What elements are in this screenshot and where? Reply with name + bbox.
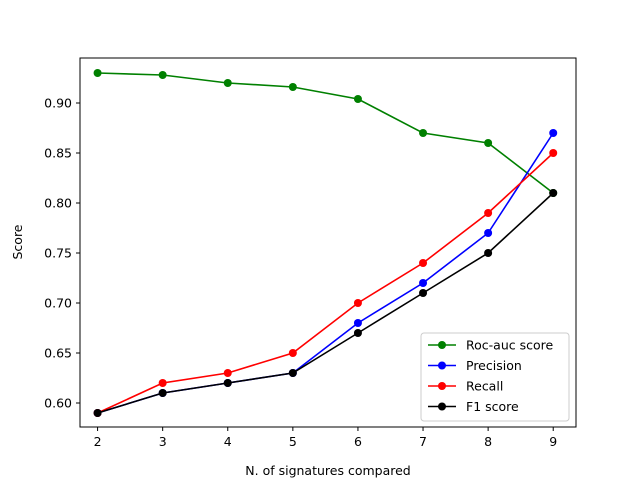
y-axis-title: Score xyxy=(10,224,25,259)
legend-box xyxy=(420,332,570,422)
legend-label: Recall xyxy=(466,379,503,394)
data-point-roc-auc-score xyxy=(223,79,232,87)
legend-label: Precision xyxy=(466,358,522,373)
data-point-recall xyxy=(549,149,558,157)
data-point-roc-auc-score xyxy=(288,83,297,91)
x-tick-label: 6 xyxy=(354,434,362,449)
data-point-precision xyxy=(484,229,493,237)
ticks-layer: 2 3 4 5 6 7 8 9 0.60 0.65 0.70 0.75 0.80 0.85 0.90 xyxy=(44,96,557,450)
data-point-f1-score xyxy=(549,189,558,197)
x-tick-label: 8 xyxy=(484,434,492,449)
data-point-roc-auc-score xyxy=(419,129,428,137)
data-point-roc-auc-score xyxy=(353,95,362,103)
data-point-precision xyxy=(419,279,428,287)
y-tick-label: 0.75 xyxy=(44,246,72,261)
y-tick-label: 0.80 xyxy=(44,196,72,211)
series-line-roc-auc-score xyxy=(97,72,554,194)
data-point-roc-auc-score xyxy=(484,139,493,147)
x-tick-label: 4 xyxy=(224,434,232,449)
data-point-f1-score xyxy=(419,289,428,297)
data-point-f1-score xyxy=(353,329,362,337)
data-point-precision xyxy=(549,129,558,137)
data-point-f1-score xyxy=(158,389,167,397)
data-point-recall xyxy=(353,299,362,307)
legend: Roc-auc score Precision Recall F1 score xyxy=(420,332,570,422)
y-tick-label: 0.65 xyxy=(44,346,72,361)
legend-swatch-marker xyxy=(438,382,446,390)
legend-swatch-marker xyxy=(438,402,446,411)
x-axis-title: N. of signatures compared xyxy=(245,463,410,478)
data-point-recall xyxy=(288,349,297,357)
x-tick-label: 5 xyxy=(289,434,297,449)
data-point-roc-auc-score xyxy=(93,69,102,77)
plot-frame xyxy=(79,57,577,428)
data-point-recall xyxy=(419,259,428,267)
legend-swatch-marker xyxy=(438,341,446,349)
x-tick-label: 7 xyxy=(419,434,427,449)
data-point-recall xyxy=(223,369,232,377)
y-tick-label: 0.70 xyxy=(44,296,72,311)
data-point-precision xyxy=(353,319,362,327)
data-point-roc-auc-score xyxy=(158,71,167,79)
legend-swatch-marker xyxy=(438,361,446,370)
legend-label: Roc-auc score xyxy=(466,338,553,353)
data-point-f1-score xyxy=(93,409,102,417)
legend-label: F1 score xyxy=(466,399,519,414)
data-point-f1-score xyxy=(223,379,232,387)
data-point-f1-score xyxy=(484,249,493,257)
x-tick-label: 2 xyxy=(94,434,102,449)
y-tick-label: 0.90 xyxy=(44,96,72,111)
data-point-f1-score xyxy=(288,369,297,377)
series-line-recall xyxy=(97,152,554,414)
series-layer xyxy=(93,69,558,417)
y-tick-label: 0.85 xyxy=(44,146,72,161)
data-point-recall xyxy=(158,379,167,387)
y-tick-label: 0.60 xyxy=(44,396,72,411)
series-line-f1-score xyxy=(97,192,554,414)
data-point-recall xyxy=(484,209,493,217)
x-tick-label: 3 xyxy=(159,434,167,449)
x-tick-label: 9 xyxy=(549,434,557,449)
